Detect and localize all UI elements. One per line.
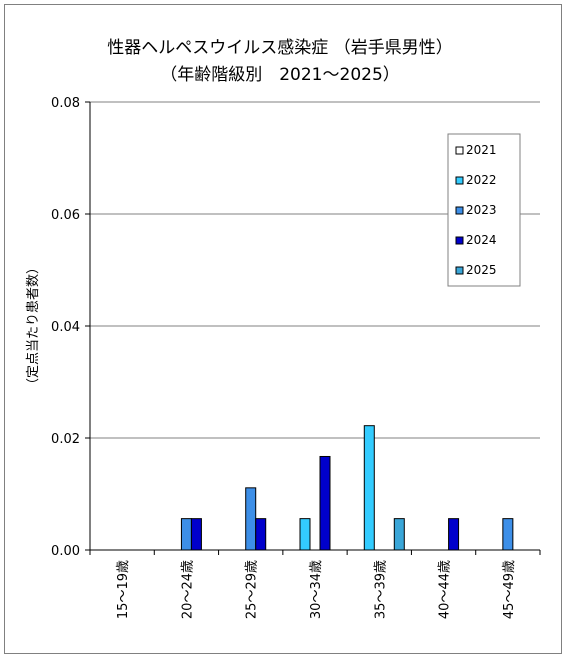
legend-swatch-2023 [455, 206, 464, 215]
y-tick-label: 0.04 [51, 320, 80, 335]
x-tick-label: 20～24歳 [180, 560, 195, 619]
bar-2022-3 [299, 518, 311, 551]
bar-2025-4 [393, 518, 405, 551]
gridlines [85, 101, 540, 551]
bar-2024-3 [319, 455, 331, 551]
legend-swatch-2024 [455, 236, 464, 245]
chart-subtitle: （年齢階級別 2021～2025） [160, 65, 400, 85]
bar-2023-6 [502, 518, 514, 551]
legend-label-2022: 2022 [466, 173, 497, 187]
x-tick-label: 25～29歳 [245, 560, 260, 619]
legend-swatch-2022 [455, 176, 464, 185]
legend-swatch-2021 [455, 146, 464, 155]
y-tick-label: 0.00 [51, 544, 80, 559]
legend-label-2021: 2021 [466, 143, 497, 157]
bar-2022-4 [363, 425, 375, 551]
chart-title: 性器ヘルペスウイルス感染症 （岩手県男性） [107, 38, 452, 58]
y-tick-label: 0.02 [51, 432, 80, 447]
chart-frame [4, 4, 562, 654]
y-tick-label: 0.06 [51, 208, 80, 223]
bar-2023-1 [180, 518, 192, 551]
legend-swatch-2025 [455, 266, 464, 275]
x-tick-label: 45～49歳 [502, 560, 517, 619]
axes [89, 102, 541, 555]
bar-2024-5 [448, 518, 460, 551]
x-tick-label: 35～39歳 [373, 560, 388, 619]
bar-2024-2 [255, 518, 267, 551]
bar-2024-1 [190, 518, 202, 551]
bars [180, 425, 514, 551]
legend-label-2024: 2024 [466, 233, 497, 247]
legend-label-2025: 2025 [466, 263, 497, 277]
x-tick-labels: 15～19歳 20～24歳 25～29歳 30～34歳 35～39歳 40～44歳 45～4… [116, 560, 517, 619]
y-tick-label: 0.08 [51, 96, 80, 111]
legend: 2021 2022 2023 2024 2025 [455, 143, 497, 277]
x-tick-label: 30～34歳 [309, 560, 324, 619]
x-tick-label: 15～19歳 [116, 560, 131, 619]
bar-2023-2 [245, 487, 257, 551]
y-axis-label: （定点当たり患者数） [26, 261, 41, 391]
legend-label-2023: 2023 [466, 203, 497, 217]
x-tick-label: 40～44歳 [438, 560, 453, 619]
y-tick-labels: 0.00 0.02 0.04 0.06 0.08 [51, 96, 80, 559]
